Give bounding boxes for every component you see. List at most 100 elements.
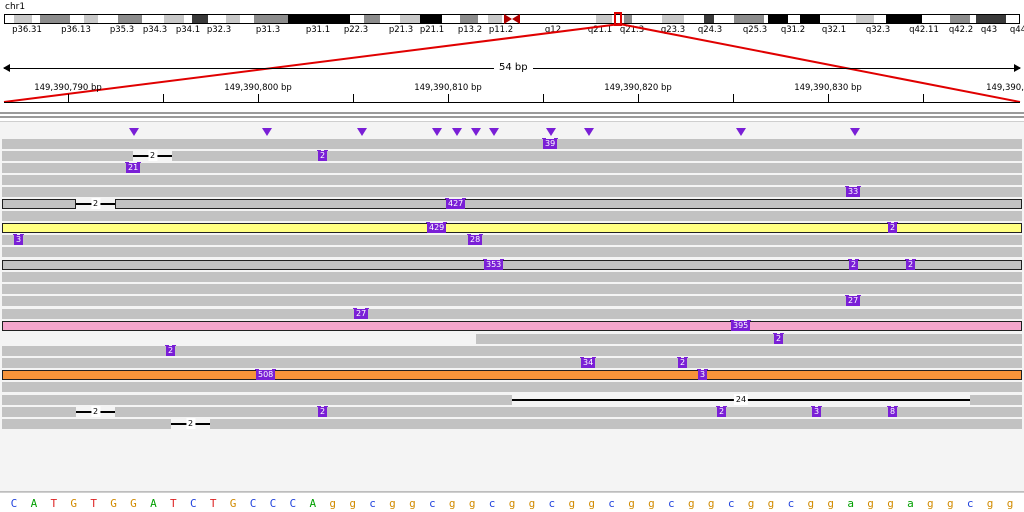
cytoband[interactable] bbox=[460, 14, 478, 24]
cytoband[interactable] bbox=[70, 14, 84, 24]
cytoband[interactable] bbox=[254, 14, 288, 24]
read[interactable] bbox=[2, 419, 171, 429]
cytoband[interactable] bbox=[704, 14, 714, 24]
chromosome-ideogram[interactable] bbox=[4, 12, 1020, 26]
cytoband[interactable] bbox=[240, 14, 254, 24]
read[interactable] bbox=[2, 139, 1022, 149]
read[interactable] bbox=[2, 272, 1022, 282]
read[interactable] bbox=[2, 163, 1022, 173]
read[interactable] bbox=[2, 407, 76, 417]
read[interactable] bbox=[2, 187, 1022, 197]
cytoband[interactable] bbox=[164, 14, 184, 24]
deletion[interactable]: 2 bbox=[76, 406, 115, 417]
insertion-label[interactable]: 395 bbox=[729, 320, 752, 331]
insertion-marker-icon[interactable] bbox=[452, 128, 462, 136]
insertion-label[interactable]: 33 bbox=[844, 186, 862, 197]
cytoband[interactable] bbox=[800, 14, 820, 24]
cytoband[interactable] bbox=[84, 14, 98, 24]
insertion-label[interactable]: 21 bbox=[124, 162, 142, 173]
insertion-label[interactable]: 8 bbox=[886, 406, 899, 417]
read[interactable] bbox=[115, 199, 1022, 209]
cytoband[interactable] bbox=[350, 14, 364, 24]
cytoband[interactable] bbox=[478, 14, 488, 24]
insertion-marker-icon[interactable] bbox=[850, 128, 860, 136]
cytoband[interactable] bbox=[442, 14, 460, 24]
read[interactable] bbox=[970, 395, 1022, 405]
cytoband[interactable] bbox=[488, 14, 502, 24]
insertion-label[interactable]: 3 bbox=[12, 234, 25, 245]
cytoband[interactable] bbox=[1006, 14, 1020, 24]
cytoband[interactable] bbox=[288, 14, 350, 24]
cytoband[interactable] bbox=[632, 14, 662, 24]
insertion-label[interactable]: 2 bbox=[316, 150, 329, 161]
insertion-marker-icon[interactable] bbox=[489, 128, 499, 136]
cytoband[interactable] bbox=[208, 14, 226, 24]
cytoband[interactable] bbox=[32, 14, 40, 24]
cytoband[interactable] bbox=[976, 14, 1006, 24]
insertion-marker-icon[interactable] bbox=[471, 128, 481, 136]
read[interactable] bbox=[2, 211, 1022, 221]
cytoband[interactable] bbox=[364, 14, 380, 24]
insertion-label[interactable]: 2 bbox=[886, 222, 899, 233]
read[interactable] bbox=[2, 223, 1022, 233]
cytoband[interactable] bbox=[612, 14, 624, 24]
insertion-label[interactable]: 353 bbox=[482, 259, 505, 270]
read[interactable] bbox=[172, 151, 1022, 161]
cytoband[interactable] bbox=[886, 14, 922, 24]
insertion-marker-icon[interactable] bbox=[736, 128, 746, 136]
cytoband[interactable] bbox=[380, 14, 400, 24]
cytoband[interactable] bbox=[734, 14, 764, 24]
read[interactable] bbox=[210, 419, 1022, 429]
cytoband[interactable] bbox=[662, 14, 684, 24]
insertion-label[interactable]: 34 bbox=[579, 357, 597, 368]
insertion-label[interactable]: 28 bbox=[466, 234, 484, 245]
insertion-label[interactable]: 427 bbox=[444, 198, 467, 209]
insertion-label[interactable]: 27 bbox=[844, 295, 862, 306]
insertion-marker-icon[interactable] bbox=[262, 128, 272, 136]
read[interactable] bbox=[2, 309, 1022, 319]
insertion-label[interactable]: 2 bbox=[847, 259, 860, 270]
read[interactable] bbox=[2, 235, 1022, 245]
read[interactable] bbox=[2, 247, 1022, 257]
insertion-label[interactable]: 2 bbox=[316, 406, 329, 417]
read[interactable] bbox=[2, 296, 1022, 306]
deletion[interactable]: 24 bbox=[512, 394, 970, 405]
cytoband[interactable] bbox=[118, 14, 142, 24]
cytoband[interactable] bbox=[14, 14, 32, 24]
insertion-marker-icon[interactable] bbox=[546, 128, 556, 136]
insertion-label[interactable]: 39 bbox=[541, 138, 559, 149]
cytoband[interactable] bbox=[714, 14, 734, 24]
cytoband[interactable] bbox=[596, 14, 612, 24]
cytoband[interactable] bbox=[624, 14, 632, 24]
cytoband[interactable] bbox=[856, 14, 874, 24]
deletion[interactable]: 2 bbox=[133, 150, 172, 161]
cytoband[interactable] bbox=[98, 14, 118, 24]
panel-divider[interactable] bbox=[0, 112, 1024, 114]
cytoband[interactable] bbox=[142, 14, 164, 24]
read[interactable] bbox=[2, 382, 1022, 392]
cytoband[interactable] bbox=[922, 14, 950, 24]
insertion-marker-icon[interactable] bbox=[432, 128, 442, 136]
cytoband[interactable] bbox=[4, 14, 14, 24]
read[interactable] bbox=[476, 334, 1022, 344]
cytoband[interactable] bbox=[420, 14, 442, 24]
cytoband[interactable] bbox=[764, 14, 768, 24]
cytoband[interactable] bbox=[788, 14, 800, 24]
insertion-marker-icon[interactable] bbox=[129, 128, 139, 136]
insertion-label[interactable]: 2 bbox=[676, 357, 689, 368]
panel-divider[interactable] bbox=[0, 116, 1024, 118]
insertion-label[interactable]: 3 bbox=[810, 406, 823, 417]
insertion-label[interactable]: 2 bbox=[715, 406, 728, 417]
read[interactable] bbox=[2, 175, 1022, 185]
deletion[interactable]: 2 bbox=[76, 198, 115, 209]
cytoband[interactable] bbox=[192, 14, 208, 24]
cytoband[interactable] bbox=[874, 14, 886, 24]
insertion-label[interactable]: 508 bbox=[254, 369, 277, 380]
deletion[interactable]: 2 bbox=[171, 418, 210, 429]
insertion-label[interactable]: 2 bbox=[164, 345, 177, 356]
read[interactable] bbox=[2, 199, 76, 209]
insertion-label[interactable]: 429 bbox=[425, 222, 448, 233]
cytoband[interactable] bbox=[226, 14, 240, 24]
insertion-label[interactable]: 2 bbox=[904, 259, 917, 270]
